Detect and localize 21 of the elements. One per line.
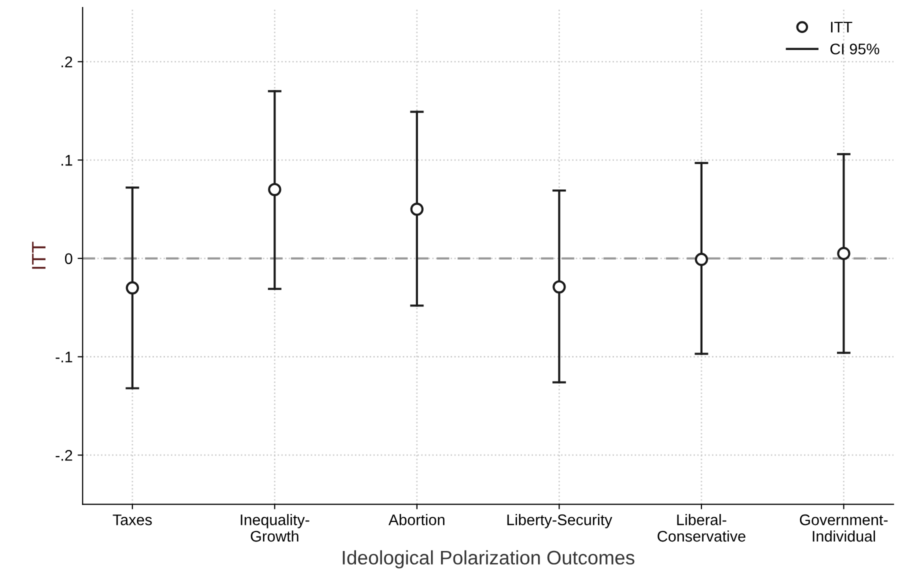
x-tick-label: Government- Individual xyxy=(800,514,888,542)
y-axis-title: ITT xyxy=(32,242,46,269)
annotation: CI 95% xyxy=(830,44,880,54)
x-tick-label: Abortion xyxy=(388,514,444,526)
point xyxy=(410,202,424,216)
x-tick-label: Inequality- Growth xyxy=(240,514,310,542)
x-axis-title: Ideological Polarization Outcomes xyxy=(342,550,634,568)
x-tick-label: Taxes xyxy=(112,514,152,526)
point xyxy=(837,246,850,260)
y-tick-label: -.2 xyxy=(56,450,72,461)
y-tick-label: .2 xyxy=(62,56,72,68)
point xyxy=(268,182,282,196)
point xyxy=(552,280,566,294)
y-tick-label: -.1 xyxy=(56,352,72,362)
x-tick-label: Liberty-Security xyxy=(507,514,612,528)
y-tick-label: .1 xyxy=(62,155,72,166)
legend-label: ITT xyxy=(831,22,852,32)
point xyxy=(694,252,708,266)
point xyxy=(126,281,140,295)
x-tick-label: Liberal- Conservative xyxy=(658,514,746,542)
y-tick-label: 0 xyxy=(64,253,72,264)
